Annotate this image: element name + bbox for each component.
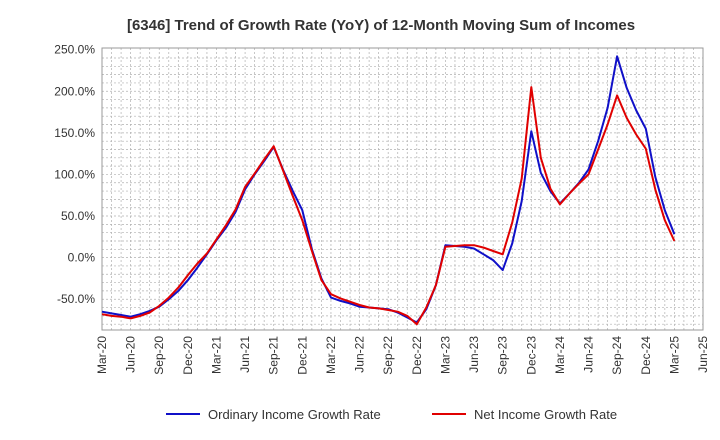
x-tick-label: Mar-24: [553, 336, 567, 374]
y-tick-label: -50.0%: [57, 292, 95, 306]
x-tick-label: Dec-23: [524, 336, 538, 375]
x-tick-label: Sep-23: [496, 336, 510, 375]
x-tick-label: Mar-23: [438, 336, 452, 374]
legend-label: Ordinary Income Growth Rate: [208, 407, 381, 422]
y-tick-label: 250.0%: [54, 43, 95, 57]
plot-frame: [101, 47, 704, 331]
x-tick-label: Mar-25: [667, 336, 681, 374]
series-line-net-income: [101, 86, 676, 326]
series-layer: [101, 55, 676, 326]
legend-label: Net Income Growth Rate: [474, 407, 617, 422]
x-tick-label: Jun-23: [467, 336, 481, 373]
y-tick-label: 0.0%: [68, 251, 96, 265]
x-axis-ticks: Mar-20 Jun-20 Sep-20 Dec-20 Mar-21 Jun-21 Sep-…: [95, 336, 710, 375]
x-tick-label: Jun-22: [353, 336, 367, 373]
y-axis-ticks: 250.0% 200.0% 150.0% 100.0% 50.0% 0.0% -50.0%: [54, 43, 95, 307]
x-tick-label: Mar-21: [209, 336, 223, 374]
x-tick-label: Sep-21: [267, 336, 281, 375]
legend: Ordinary Income Growth Rate Net Income Gr…: [166, 407, 617, 422]
y-tick-label: 100.0%: [54, 167, 95, 181]
x-tick-label: Sep-20: [152, 336, 166, 375]
x-tick-label: Sep-22: [381, 336, 395, 375]
x-tick-label: Jun-25: [696, 336, 710, 373]
grid: [102, 48, 703, 330]
x-tick-label: Mar-22: [324, 336, 338, 374]
x-tick-label: Dec-22: [410, 336, 424, 375]
x-tick-label: Jun-20: [124, 336, 138, 373]
x-tick-label: Jun-24: [582, 336, 596, 373]
x-tick-label: Dec-21: [295, 336, 309, 375]
y-tick-label: 200.0%: [54, 84, 95, 98]
chart-title: [6346] Trend of Growth Rate (YoY) of 12-…: [127, 17, 635, 34]
x-tick-label: Dec-24: [639, 336, 653, 375]
x-tick-label: Dec-20: [181, 336, 195, 375]
x-tick-label: Mar-20: [95, 336, 109, 374]
x-tick-label: Sep-24: [610, 336, 624, 375]
y-tick-label: 150.0%: [54, 126, 95, 140]
y-tick-label: 50.0%: [61, 209, 95, 223]
x-tick-label: Jun-21: [238, 336, 252, 373]
